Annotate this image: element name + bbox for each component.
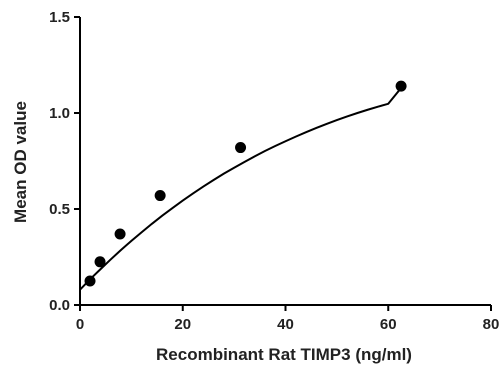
x-tick-label: 60 (380, 316, 397, 333)
y-tick-label: 0.5 (49, 201, 70, 218)
x-tick-label: 40 (277, 316, 294, 333)
data-point (94, 256, 106, 268)
x-tick-label: 20 (174, 316, 191, 333)
axes: 0 20 40 60 80 0.0 0.5 1.0 1.5 (49, 9, 499, 333)
data-point (84, 275, 96, 287)
fit-curve (79, 87, 402, 291)
data-point (114, 228, 126, 240)
data-point (154, 190, 166, 202)
x-tick-label: 80 (483, 316, 500, 333)
y-axis-title: Mean OD value (11, 101, 30, 223)
y-tick-label: 1.0 (49, 105, 70, 122)
y-tick-label: 0.0 (49, 297, 70, 314)
x-tick-label: 0 (76, 316, 84, 333)
x-axis-title: Recombinant Rat TIMP3 (ng/ml) (156, 345, 412, 364)
data-point (235, 142, 247, 154)
data-points-layer (84, 80, 407, 287)
y-tick-label: 1.5 (49, 9, 70, 26)
data-point (395, 80, 407, 92)
fit-curve-layer (79, 87, 402, 291)
